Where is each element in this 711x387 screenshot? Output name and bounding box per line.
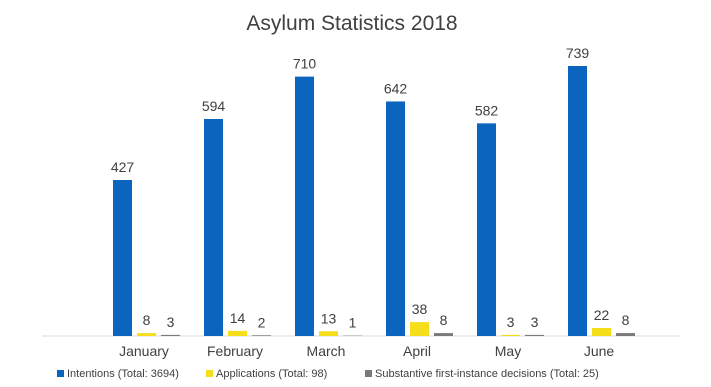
data-label-june-series-1: 739	[566, 45, 590, 61]
bars-group	[113, 66, 635, 337]
x-axis-categories: January February March April May June	[119, 343, 614, 359]
data-label-april-series-1: 642	[384, 80, 408, 96]
data-label-march-series-1: 710	[293, 56, 317, 72]
data-label-may-series-2: 3	[507, 314, 515, 330]
chart-title: Asylum Statistics 2018	[246, 12, 457, 35]
data-label-june-series-2: 22	[594, 307, 610, 323]
bar-june-series-3	[616, 333, 635, 336]
bar-january-series-2	[137, 333, 156, 336]
legend-label-1: Intentions (Total: 3694)	[67, 368, 179, 380]
legend-swatch-2	[206, 370, 213, 377]
data-label-march-series-3: 1	[349, 315, 357, 331]
bar-march-series-1	[295, 76, 314, 336]
bar-february-series-2	[228, 330, 247, 336]
bar-june-series-1	[568, 66, 587, 336]
x-tick-label-march: March	[307, 343, 346, 359]
legend-swatch-3	[365, 370, 372, 377]
legend-label-3: Substantive first-instance decisions (To…	[375, 368, 599, 380]
bar-may-series-2	[501, 334, 520, 336]
x-tick-label-february: February	[207, 343, 263, 359]
data-label-march-series-2: 13	[321, 310, 337, 326]
x-tick-label-june: June	[584, 343, 615, 359]
bar-may-series-1	[477, 123, 496, 336]
data-label-january-series-1: 427	[111, 159, 135, 175]
data-label-april-series-3: 8	[440, 312, 448, 328]
data-label-april-series-2: 38	[412, 301, 428, 317]
data-label-february-series-3: 2	[258, 314, 266, 330]
x-tick-label-may: May	[495, 343, 521, 359]
legend: Intentions (Total: 3694) Applications (To…	[57, 368, 599, 380]
bar-february-series-3	[252, 335, 271, 336]
bar-june-series-2	[592, 327, 611, 336]
bar-january-series-1	[113, 180, 132, 336]
data-label-may-series-3: 3	[531, 314, 539, 330]
bar-april-series-1	[386, 101, 405, 337]
data-label-january-series-2: 8	[143, 312, 151, 328]
data-label-february-series-1: 594	[202, 98, 226, 114]
bar-april-series-2	[410, 322, 429, 336]
data-label-february-series-2: 14	[230, 310, 246, 326]
bar-march-series-2	[319, 331, 338, 336]
x-tick-label-april: April	[403, 343, 431, 359]
bar-may-series-3	[525, 334, 544, 336]
data-label-june-series-3: 8	[622, 312, 630, 328]
legend-swatch-1	[57, 370, 64, 377]
bar-february-series-1	[204, 118, 223, 336]
data-label-may-series-1: 582	[475, 102, 499, 118]
bar-april-series-3	[434, 333, 453, 336]
data-label-january-series-3: 3	[167, 314, 175, 330]
x-tick-label-january: January	[119, 343, 169, 359]
bar-january-series-3	[161, 334, 180, 336]
legend-label-2: Applications (Total: 98)	[216, 368, 327, 380]
